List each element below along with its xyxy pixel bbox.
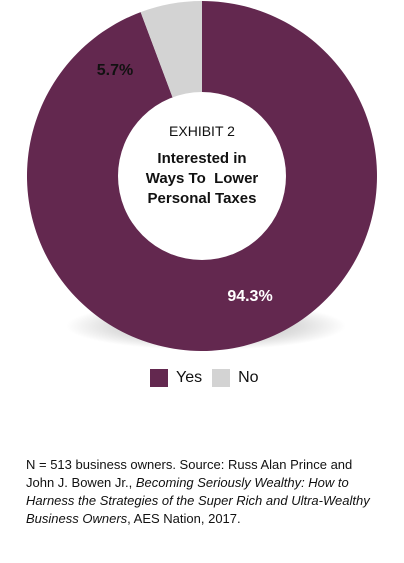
source-line-4: Business Owners, AES Nation, 2017. bbox=[26, 510, 386, 528]
source-publisher: , AES Nation, 2017. bbox=[127, 511, 241, 526]
slice-label-yes: 94.3% bbox=[227, 288, 272, 305]
source-note: N = 513 business owners. Source: Russ Al… bbox=[26, 456, 386, 528]
chart-title-line-1: Interested in bbox=[157, 150, 246, 167]
legend-swatch-yes bbox=[150, 369, 168, 387]
legend-item-yes: Yes bbox=[150, 369, 202, 387]
chart-title-line-2: Ways To Lower bbox=[146, 170, 259, 187]
donut-chart: EXHIBIT 2 Interested in Ways To Lower Pe… bbox=[26, 0, 377, 352]
source-line-2: John J. Bowen Jr., Becoming Seriously We… bbox=[26, 474, 386, 492]
slice-label-no: 5.7% bbox=[97, 62, 133, 79]
legend-label-yes: Yes bbox=[176, 369, 203, 386]
legend-item-no: No bbox=[212, 369, 259, 387]
legend-label-no: No bbox=[238, 369, 259, 386]
source-book-title-3: Business Owners bbox=[26, 511, 128, 526]
source-book-title-1: Becoming Seriously Wealthy: How to bbox=[135, 475, 349, 490]
legend-swatch-no bbox=[212, 369, 231, 387]
donut-hole bbox=[118, 92, 286, 260]
source-authors: John J. Bowen Jr., bbox=[26, 475, 136, 490]
source-book-title-2: Harness the Strategies of the Super Rich… bbox=[26, 493, 370, 508]
source-line-1: N = 513 business owners. Source: Russ Al… bbox=[26, 457, 353, 472]
exhibit-label: EXHIBIT 2 bbox=[169, 123, 235, 139]
legend: Yes No bbox=[150, 369, 259, 387]
chart-title-line-3: Personal Taxes bbox=[148, 190, 257, 207]
source-line-3: Harness the Strategies of the Super Rich… bbox=[26, 492, 386, 510]
